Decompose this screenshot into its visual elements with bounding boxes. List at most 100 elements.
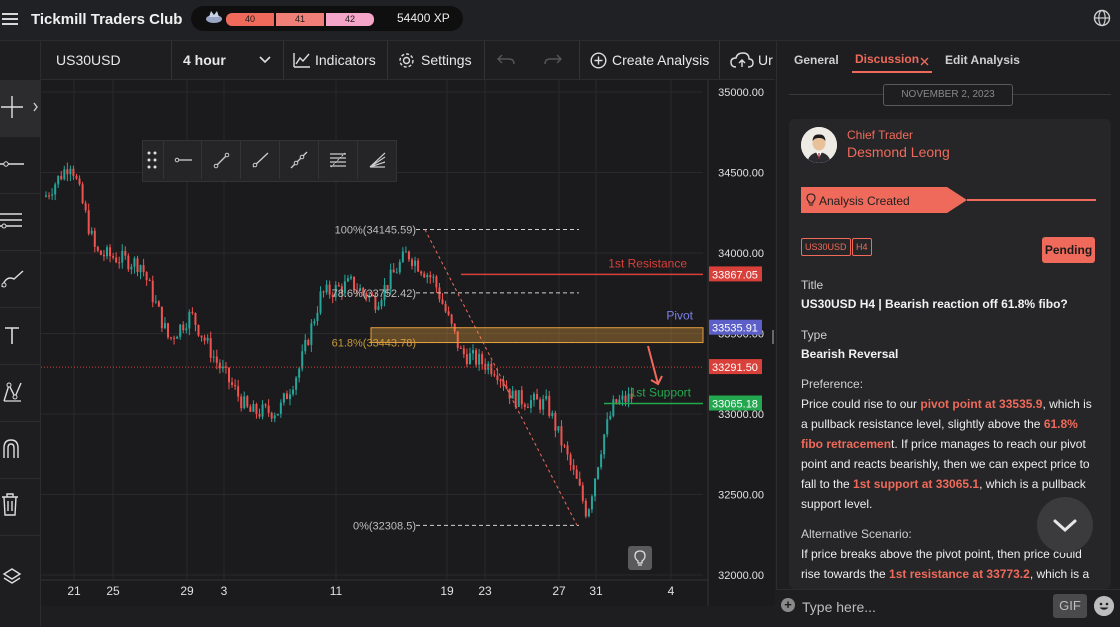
date-tick-label: 25 (106, 584, 120, 598)
candle-body (377, 306, 380, 310)
rail-tool-trash[interactable] (0, 479, 40, 536)
candle-body (313, 321, 316, 324)
candle-body (545, 395, 548, 400)
candle-body (307, 339, 310, 345)
drag-handle-icon[interactable] (145, 148, 159, 172)
floating-tool-fib-retracement[interactable] (318, 141, 357, 179)
candle-body (191, 311, 194, 313)
tab-discussion[interactable]: Discussion (855, 52, 920, 66)
floating-tool-horizontal-ray[interactable] (163, 141, 202, 179)
candle-body (398, 261, 401, 273)
candle-body (441, 299, 444, 304)
scroll-down-button[interactable] (1037, 497, 1093, 553)
price-tick-label: 32000.00 (718, 570, 764, 582)
candle-body (478, 353, 481, 365)
candle-body (240, 396, 243, 409)
rail-tool-horizontal-line[interactable] (0, 137, 40, 194)
message-input[interactable] (800, 595, 1044, 619)
alternative-label: Alternative Scenario: (801, 527, 912, 541)
candle-body (228, 367, 230, 383)
candle-body (154, 301, 157, 303)
floating-tool-extended-line[interactable] (279, 141, 318, 179)
candle-body (359, 288, 362, 291)
candle-body (136, 258, 139, 273)
symbol-selector[interactable]: US30USD (56, 52, 121, 68)
redo-icon[interactable] (544, 54, 562, 66)
candle-body (45, 195, 47, 197)
trash-icon (2, 493, 18, 516)
analysis-created-label: Analysis Created (819, 194, 910, 208)
candle-body (615, 399, 618, 404)
candle-body (365, 292, 368, 298)
rail-tool-layers[interactable] (0, 548, 40, 604)
close-tab-icon[interactable] (920, 57, 929, 66)
candle-body (346, 278, 349, 282)
candle-body (139, 265, 142, 273)
candlestick-chart[interactable]: 100%(34145.59) 78.6%(33752.42) 61.8%(33443… (41, 80, 775, 606)
settings-button[interactable]: Settings (421, 52, 472, 68)
candle-body (389, 269, 392, 290)
rail-tool-text[interactable] (0, 308, 40, 365)
candle-body (72, 168, 75, 176)
candle-body (508, 388, 511, 399)
toolbar-divider (387, 41, 388, 79)
candle-body (572, 464, 575, 470)
price-tick-label: 34000.00 (718, 248, 764, 260)
candle-body (542, 399, 545, 410)
fib-retracement-icon (330, 152, 346, 168)
candle-body (554, 412, 557, 431)
fib-level-label: 100%(34145.59) (335, 225, 416, 237)
candle-body (371, 295, 374, 297)
floating-tool-trend-line[interactable] (201, 141, 240, 179)
rail-tool-magnet[interactable] (0, 422, 40, 479)
floating-tool-ray[interactable] (240, 141, 279, 179)
candle-body (517, 390, 520, 407)
price-tag (709, 266, 762, 282)
tab-edit-analysis[interactable]: Edit Analysis (945, 53, 1020, 67)
fib-level-label: 78.6%(33752.42) (332, 288, 416, 300)
candle-body (386, 284, 389, 290)
candle-body (60, 175, 63, 180)
menu-icon[interactable] (2, 10, 18, 28)
candle-body (102, 254, 105, 257)
undo-icon[interactable] (497, 54, 515, 66)
emoji-icon[interactable] (1094, 596, 1114, 616)
rail-tool-crosshair[interactable] (0, 80, 40, 137)
rail-tool-pattern[interactable] (0, 365, 40, 422)
plus-circle-icon (590, 52, 607, 69)
preference-label: Preference: (801, 377, 864, 391)
candle-body (609, 415, 612, 420)
candle-body (383, 284, 386, 301)
candle-body (447, 311, 450, 315)
drawing-tools-rail (0, 41, 41, 626)
floating-tool-fib-fan[interactable] (357, 141, 396, 179)
date-tick-label: 31 (589, 584, 603, 598)
pivot-zone (370, 327, 704, 344)
candle-body (84, 203, 87, 211)
create-analysis-button[interactable]: Create Analysis (612, 52, 710, 68)
candle-body (343, 281, 346, 294)
candle-body (237, 386, 240, 397)
candle-body (587, 509, 590, 517)
level-badge-icon (206, 11, 222, 23)
candle-body (270, 412, 273, 419)
toolbar-divider (171, 41, 172, 79)
candle-body (502, 380, 505, 387)
rail-tool-brush[interactable] (0, 251, 40, 308)
chevron-down-icon[interactable] (259, 56, 271, 64)
candle-body (203, 337, 206, 341)
upload-button[interactable]: Ur (758, 52, 773, 68)
candle-body (179, 324, 182, 337)
gif-button[interactable]: GIF (1053, 594, 1087, 618)
timeframe-selector[interactable]: 4 hour (183, 52, 226, 68)
globe-icon[interactable] (1093, 9, 1111, 27)
indicators-button[interactable]: Indicators (315, 52, 376, 68)
ideas-button[interactable] (628, 546, 652, 570)
add-attachment-icon[interactable]: + (781, 598, 795, 612)
chevron-down-icon (1053, 519, 1077, 533)
candle-body (462, 348, 465, 355)
candle-body (603, 434, 606, 455)
candle-body (188, 311, 191, 329)
rail-tool-parallel-lines[interactable] (0, 194, 40, 251)
tab-general[interactable]: General (794, 53, 839, 67)
